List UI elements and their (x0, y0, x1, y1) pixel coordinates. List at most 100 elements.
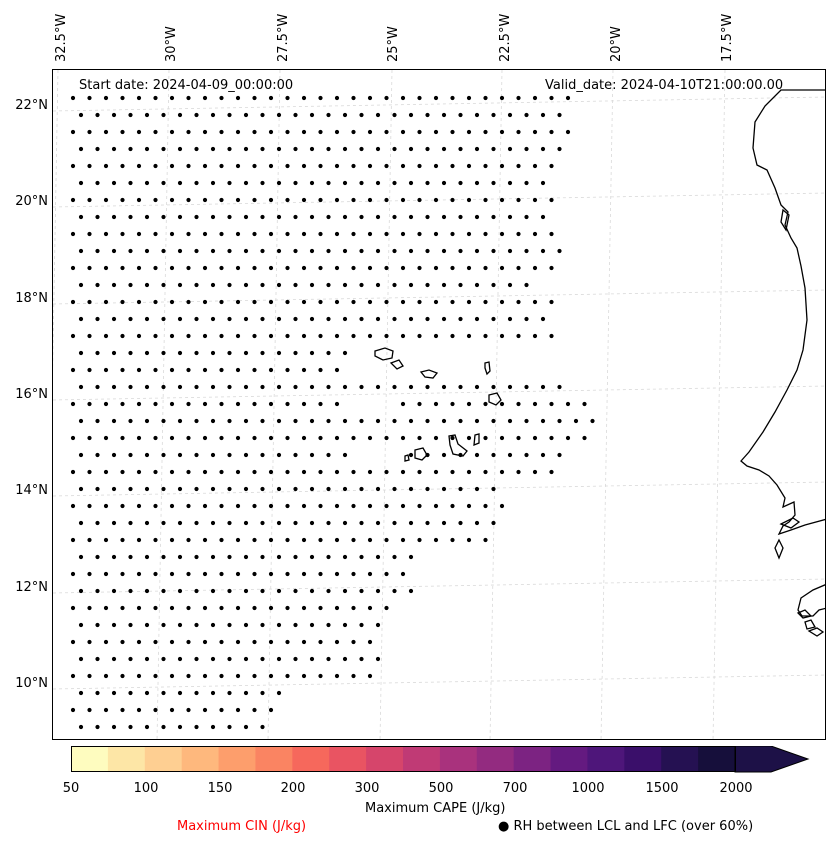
rh-dot (120, 469, 125, 475)
rh-dot (186, 197, 191, 203)
rh-dot (235, 299, 241, 305)
rh-dot (153, 367, 158, 373)
rh-dot (499, 503, 505, 509)
rh-dot (318, 265, 323, 271)
rh-dot (516, 95, 521, 101)
rh-dot (70, 435, 76, 441)
rh-dot (144, 554, 150, 560)
rh-dot (326, 486, 331, 492)
rh-dot (351, 673, 356, 679)
rh-dot (400, 299, 406, 305)
rh-dot (433, 299, 439, 305)
rh-dot (384, 605, 389, 611)
rh-dot (186, 163, 191, 169)
rh-dot (95, 486, 100, 492)
map-panel[interactable]: Start date: 2024-04-09_00:00:00 Valid_da… (52, 69, 826, 740)
rh-dot (186, 265, 191, 271)
rh-dot (111, 520, 117, 526)
lon-label-25w: 25°W (386, 26, 401, 62)
rh-dot (194, 486, 199, 492)
rh-dot (499, 231, 505, 237)
rh-dot (227, 248, 232, 254)
rh-dot (252, 469, 257, 475)
rh-dot (433, 401, 439, 407)
rh-dot (169, 231, 175, 237)
rh-dot (532, 435, 538, 441)
rh-dot (351, 129, 356, 135)
rh-dot (210, 554, 216, 560)
rh-dot (87, 367, 92, 373)
rh-dot (210, 146, 216, 152)
rh-dot (276, 350, 282, 356)
rh-dot (194, 214, 199, 220)
rh-dot (95, 622, 100, 628)
map-canvas (53, 70, 825, 739)
rh-dot (169, 503, 175, 509)
rh-dot (417, 401, 422, 407)
rh-dot (235, 95, 241, 101)
rh-dot (276, 656, 282, 662)
rh-dot (186, 605, 191, 611)
lon-label-27.5w: 27.5°W (276, 13, 291, 62)
rh-dot (252, 537, 257, 543)
rh-dot (153, 231, 158, 237)
rh-dot (78, 554, 84, 560)
rh-dot (425, 486, 430, 492)
rh-dot (549, 163, 554, 169)
rh-dot (177, 418, 183, 424)
rh-dot (194, 724, 199, 730)
rh-dot (367, 639, 373, 645)
rh-dot (425, 214, 430, 220)
rh-dot (565, 401, 571, 407)
rh-dot (177, 146, 183, 152)
rh-dot (87, 299, 92, 305)
rh-dot (219, 639, 224, 645)
rh-dot (227, 112, 232, 118)
rh-dot (128, 588, 133, 594)
rh-dot (375, 214, 381, 220)
rh-dot (161, 146, 166, 152)
rh-dot (235, 673, 241, 679)
rh-dot (400, 469, 406, 475)
rh-dot (384, 163, 389, 169)
rh-dot (400, 129, 406, 135)
rh-dot (103, 639, 109, 645)
colorbar-segment (366, 746, 404, 772)
rh-dot (359, 146, 364, 152)
rh-dot (120, 299, 125, 305)
rh-dot (260, 554, 265, 560)
rh-dot (243, 316, 249, 322)
rh-dot (120, 673, 125, 679)
rh-dot (532, 299, 538, 305)
rh-dot (400, 503, 406, 509)
rh-dot (144, 350, 150, 356)
rh-dot (367, 197, 373, 203)
rh-dot (334, 571, 340, 577)
rh-dot (111, 418, 117, 424)
rh-dot (161, 350, 166, 356)
rh-dot (342, 180, 348, 186)
rh-dot (342, 214, 348, 220)
rh-dot (153, 639, 158, 645)
rh-dot (458, 316, 463, 322)
rh-dot (177, 350, 183, 356)
rh-dot (367, 265, 373, 271)
rh-dot (466, 435, 472, 441)
rh-dot (95, 452, 100, 458)
colorbar-segment (698, 746, 736, 772)
rh-dot (458, 384, 463, 390)
rh-dot (136, 129, 142, 135)
rh-dot (260, 588, 265, 594)
rh-dot (103, 673, 109, 679)
rh-dot (128, 486, 133, 492)
rh-dot (227, 690, 232, 696)
rh-dot (326, 146, 331, 152)
rh-dot (433, 197, 439, 203)
rh-dot (227, 724, 232, 730)
rh-dot (326, 316, 331, 322)
rh-dot (326, 248, 331, 254)
rh-dot (400, 95, 406, 101)
rh-dot (334, 197, 340, 203)
rh-dot (177, 588, 183, 594)
rh-dot (301, 401, 307, 407)
